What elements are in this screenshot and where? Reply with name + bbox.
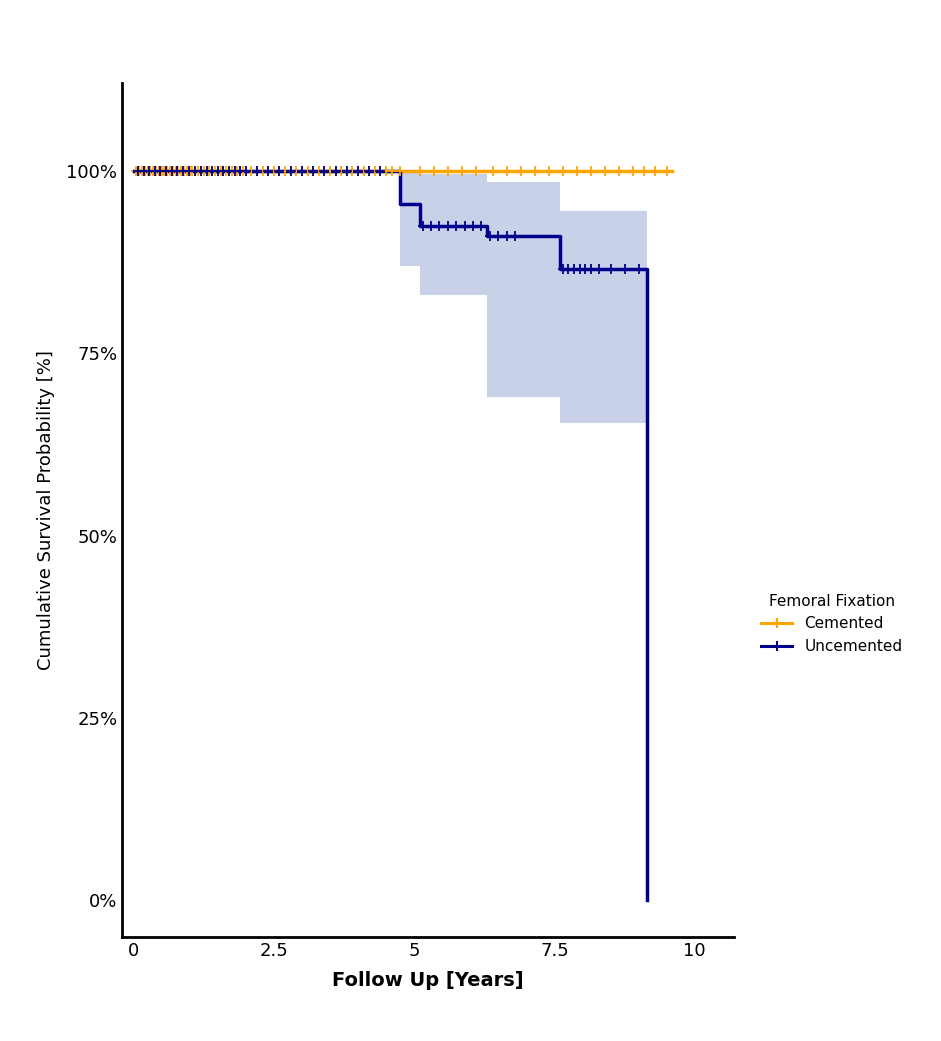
- Y-axis label: Cumulative Survival Probability [%]: Cumulative Survival Probability [%]: [38, 350, 56, 670]
- Polygon shape: [134, 171, 647, 423]
- Legend: Cemented, Uncemented: Cemented, Uncemented: [754, 586, 910, 662]
- X-axis label: Follow Up [Years]: Follow Up [Years]: [332, 971, 524, 990]
